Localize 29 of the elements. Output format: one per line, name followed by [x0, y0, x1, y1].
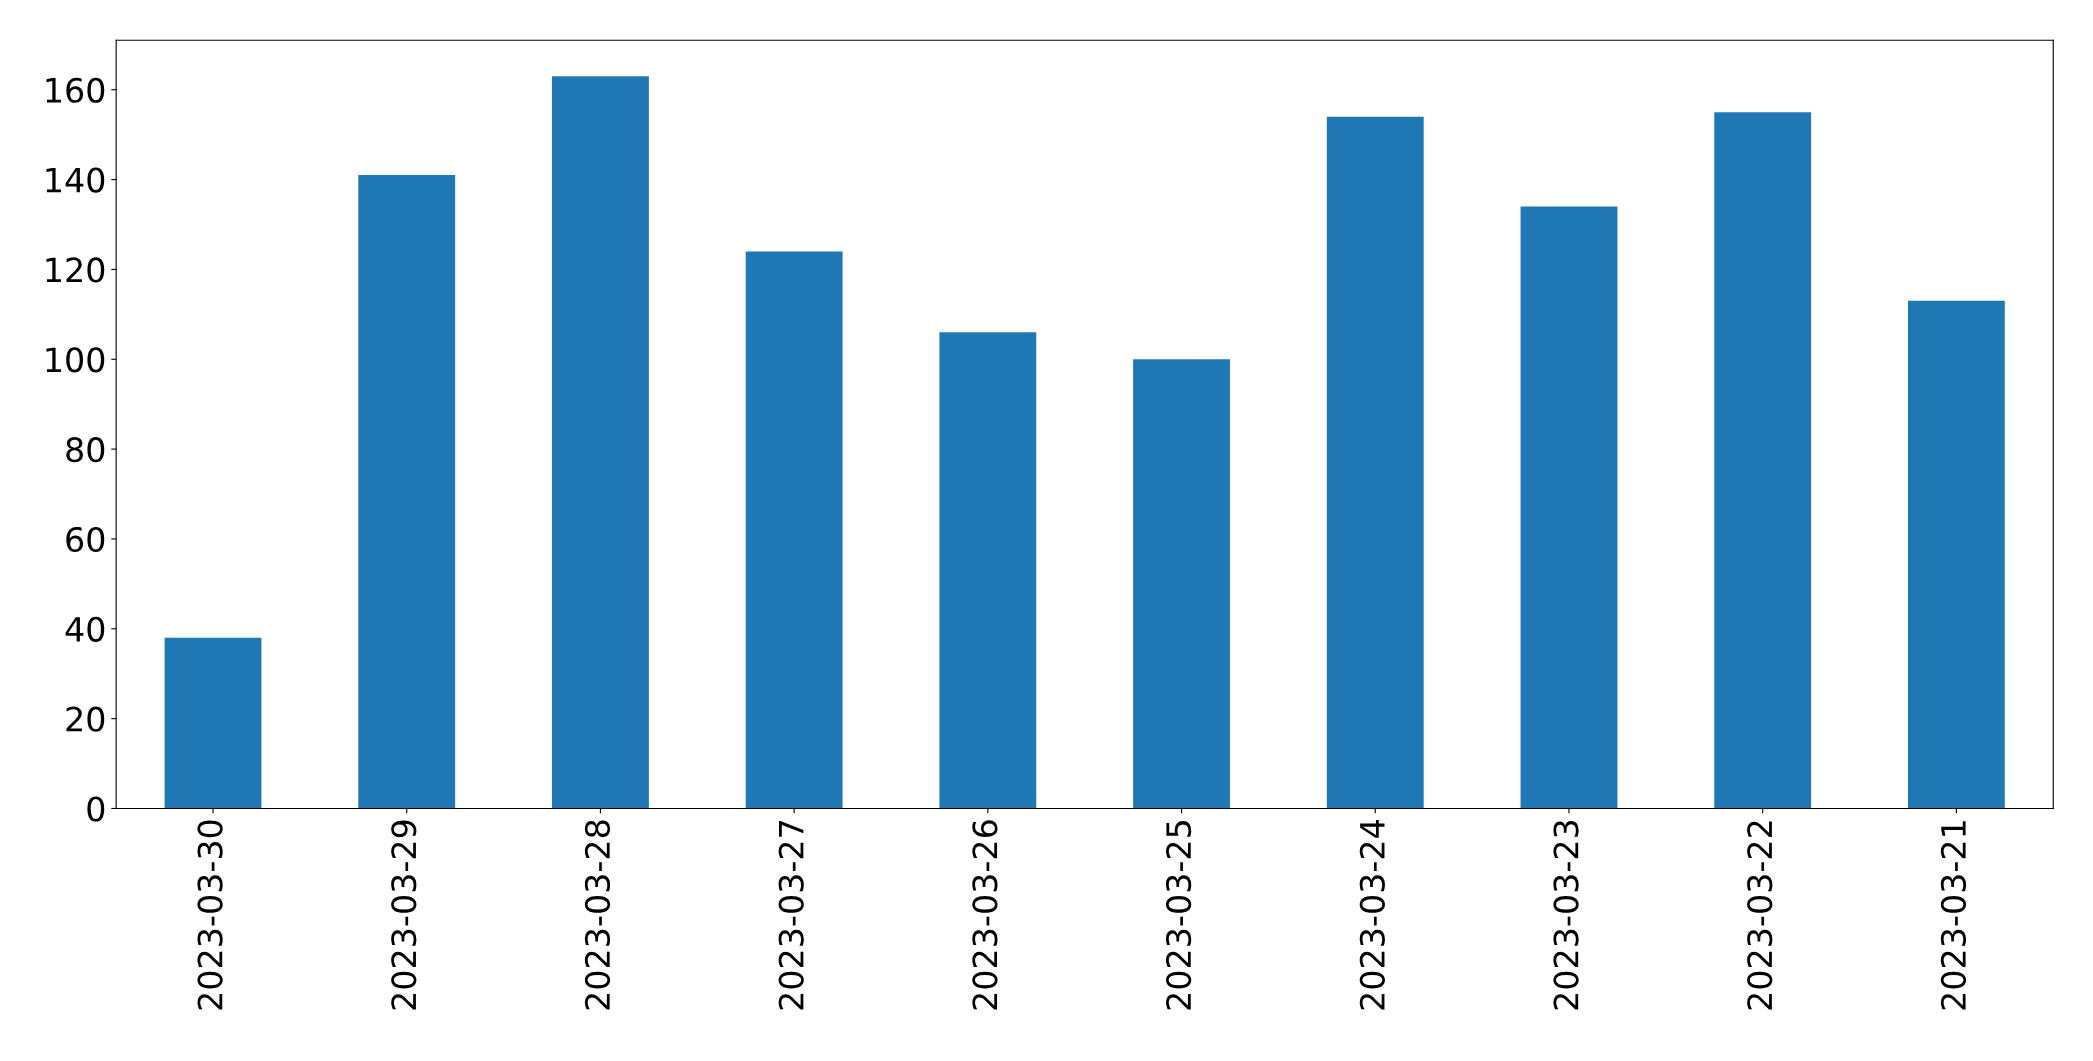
x-tick-label: 2023-03-25 — [1166, 821, 1192, 1010]
y-tick-label: 160 — [46, 77, 105, 103]
y-tick-label: 100 — [46, 347, 105, 373]
bar — [358, 175, 456, 809]
y-tick-label: 40 — [65, 616, 105, 642]
x-tick-label: 2023-03-30 — [197, 820, 223, 1010]
bar — [1714, 112, 1812, 809]
bar — [1133, 359, 1230, 809]
bar — [1326, 116, 1424, 809]
x-tick-label: 2023-03-28 — [584, 820, 611, 1010]
bar — [1520, 206, 1618, 809]
bar — [552, 76, 649, 809]
x-tick-label: 2023-03-22 — [1747, 821, 1773, 1010]
bar — [164, 637, 262, 809]
x-tick-label: 2023-03-24 — [1359, 820, 1385, 1010]
bar — [1907, 300, 2005, 809]
x-tick-label: 2023-03-26 — [972, 820, 998, 1010]
y-tick-label: 0 — [87, 796, 105, 822]
bar — [745, 251, 843, 809]
y-tick-label: 140 — [46, 167, 105, 193]
bar — [939, 332, 1037, 809]
x-tick-label: 2023-03-23 — [1553, 820, 1579, 1010]
y-tick-label: 60 — [66, 526, 105, 553]
y-tick-label: 120 — [46, 257, 105, 283]
y-tick-label: 80 — [66, 437, 105, 463]
x-tick-label: 2023-03-29 — [391, 820, 417, 1010]
y-tick-label: 20 — [66, 706, 105, 732]
x-tick-label: 2023-03-27 — [778, 821, 804, 1010]
x-tick-label: 2023-03-21 — [1940, 821, 1967, 1010]
